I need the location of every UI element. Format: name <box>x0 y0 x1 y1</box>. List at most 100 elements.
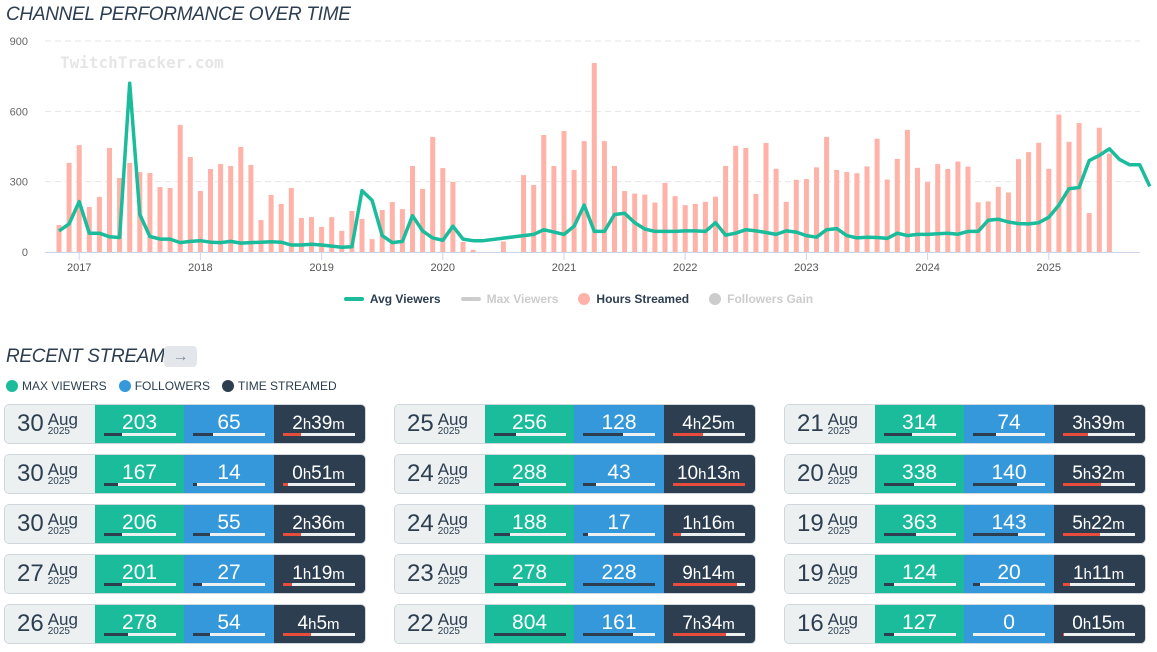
stream-card[interactable]: 30 Aug 2025 203 65 2h39m <box>4 404 366 444</box>
hours-streamed-bar[interactable] <box>551 165 557 252</box>
hours-streamed-bar[interactable] <box>460 241 466 252</box>
hours-streamed-bar[interactable] <box>107 147 112 252</box>
hours-streamed-bar[interactable] <box>773 168 779 252</box>
hours-streamed-bar[interactable] <box>652 202 658 252</box>
hours-streamed-bar[interactable] <box>743 147 749 252</box>
hours-streamed-bar[interactable] <box>238 146 244 252</box>
hours-streamed-bar[interactable] <box>1066 141 1072 252</box>
hours-streamed-bar[interactable] <box>692 203 698 252</box>
hours-streamed-bar[interactable] <box>601 141 607 252</box>
hours-streamed-bar[interactable] <box>561 131 567 252</box>
hours-streamed-bar[interactable] <box>1086 213 1092 252</box>
hours-streamed-bar[interactable] <box>783 201 789 252</box>
hours-streamed-bar[interactable] <box>985 201 991 252</box>
view-all-streams-button[interactable]: → <box>164 346 197 367</box>
hours-streamed-bar[interactable] <box>763 142 769 252</box>
hours-streamed-bar[interactable] <box>208 169 213 252</box>
hours-streamed-bar[interactable] <box>298 218 304 252</box>
hours-streamed-bar[interactable] <box>359 218 365 252</box>
hours-streamed-bar[interactable] <box>874 138 880 252</box>
hours-streamed-bar[interactable] <box>612 165 617 252</box>
hours-streamed-bar[interactable] <box>278 203 284 252</box>
hours-streamed-bar[interactable] <box>682 205 688 252</box>
stream-card[interactable]: 21 Aug 2025 314 74 3h39m <box>784 404 1146 444</box>
hours-streamed-bar[interactable] <box>288 187 294 252</box>
hours-streamed-bar[interactable] <box>854 173 860 252</box>
legend-hours-streamed[interactable]: Hours Streamed <box>578 290 689 308</box>
stream-card[interactable]: 30 Aug 2025 167 14 0h51m <box>4 454 366 494</box>
hours-streamed-bar[interactable] <box>420 188 426 252</box>
hours-streamed-bar[interactable] <box>723 165 729 252</box>
hours-streamed-bar[interactable] <box>965 166 971 252</box>
stream-card[interactable]: 24 Aug 2025 288 43 10h13m <box>394 454 756 494</box>
hours-streamed-bar[interactable] <box>389 202 395 252</box>
hours-streamed-bar[interactable] <box>915 167 920 252</box>
hours-streamed-bar[interactable] <box>581 141 587 252</box>
hours-streamed-bar[interactable] <box>571 169 577 252</box>
hours-streamed-bar[interactable] <box>591 63 597 252</box>
stream-card[interactable]: 24 Aug 2025 188 17 1h16m <box>394 504 756 544</box>
hours-streamed-bar[interactable] <box>541 135 547 252</box>
hours-streamed-bar[interactable] <box>834 169 840 252</box>
hours-streamed-bar[interactable] <box>753 193 759 252</box>
hours-streamed-bar[interactable] <box>187 157 193 252</box>
hours-streamed-bar[interactable] <box>814 167 819 252</box>
hours-streamed-bar[interactable] <box>1106 153 1112 252</box>
hours-streamed-bar[interactable] <box>470 249 476 252</box>
hours-streamed-bar[interactable] <box>945 169 951 252</box>
hours-streamed-bar[interactable] <box>531 184 537 252</box>
hours-streamed-bar[interactable] <box>1016 159 1021 252</box>
hours-streamed-bar[interactable] <box>197 191 203 252</box>
hours-streamed-bar[interactable] <box>248 165 254 252</box>
hours-streamed-bar[interactable] <box>440 168 446 252</box>
stream-card[interactable]: 19 Aug 2025 124 20 1h11m <box>784 554 1146 594</box>
hours-streamed-bar[interactable] <box>218 164 224 252</box>
hours-streamed-bar[interactable] <box>521 175 527 252</box>
hours-streamed-bar[interactable] <box>622 191 628 252</box>
legend-max-viewers[interactable]: Max Viewers <box>460 290 558 308</box>
legend-followers-gain[interactable]: Followers Gain <box>709 290 813 308</box>
hours-streamed-bar[interactable] <box>904 129 910 252</box>
hours-streamed-bar[interactable] <box>935 164 941 252</box>
hours-streamed-bar[interactable] <box>309 217 314 252</box>
hours-streamed-bar[interactable] <box>925 182 931 252</box>
stream-card[interactable]: 22 Aug 2025 804 161 7h34m <box>394 604 756 644</box>
hours-streamed-bar[interactable] <box>793 179 799 252</box>
stream-card[interactable]: 23 Aug 2025 278 228 9h14m <box>394 554 756 594</box>
hours-streamed-bar[interactable] <box>672 196 678 252</box>
hours-streamed-bar[interactable] <box>339 230 345 252</box>
hours-streamed-bar[interactable] <box>1026 152 1032 252</box>
stream-card[interactable]: 26 Aug 2025 278 54 4h5m <box>4 604 366 644</box>
legend-avg-viewers[interactable]: Avg Viewers <box>343 290 441 308</box>
hours-streamed-bar[interactable] <box>884 179 890 252</box>
hours-streamed-bar[interactable] <box>258 220 264 252</box>
hours-streamed-bar[interactable] <box>268 195 274 252</box>
hours-streamed-bar[interactable] <box>127 162 133 252</box>
hours-streamed-bar[interactable] <box>500 241 506 252</box>
hours-streamed-bar[interactable] <box>319 226 325 252</box>
hours-streamed-bar[interactable] <box>1046 168 1052 252</box>
hours-streamed-bar[interactable] <box>662 182 668 252</box>
hours-streamed-bar[interactable] <box>66 162 72 252</box>
hours-streamed-bar[interactable] <box>399 209 405 252</box>
avg-viewers-line[interactable] <box>58 81 1152 250</box>
hours-streamed-bar[interactable] <box>157 187 163 252</box>
hours-streamed-bar[interactable] <box>56 225 62 252</box>
stream-card[interactable]: 20 Aug 2025 338 140 5h32m <box>784 454 1146 494</box>
hours-streamed-bar[interactable] <box>76 145 82 252</box>
hours-streamed-bar[interactable] <box>177 124 183 252</box>
stream-card[interactable]: 16 Aug 2025 127 0 0h15m <box>784 604 1146 644</box>
hours-streamed-bar[interactable] <box>864 166 870 252</box>
hours-streamed-bar[interactable] <box>329 217 335 252</box>
hours-streamed-bar[interactable] <box>96 196 102 252</box>
hours-streamed-bar[interactable] <box>369 239 375 252</box>
hours-streamed-bar[interactable] <box>894 158 900 252</box>
hours-streamed-bar[interactable] <box>1096 127 1102 252</box>
hours-streamed-bar[interactable] <box>430 136 436 252</box>
hours-streamed-bar[interactable] <box>824 136 830 252</box>
hours-streamed-bar[interactable] <box>803 179 809 252</box>
hours-streamed-bar[interactable] <box>410 165 415 252</box>
stream-card[interactable]: 19 Aug 2025 363 143 5h22m <box>784 504 1146 544</box>
stream-card[interactable]: 25 Aug 2025 256 128 4h25m <box>394 404 756 444</box>
hours-streamed-bar[interactable] <box>349 210 355 252</box>
